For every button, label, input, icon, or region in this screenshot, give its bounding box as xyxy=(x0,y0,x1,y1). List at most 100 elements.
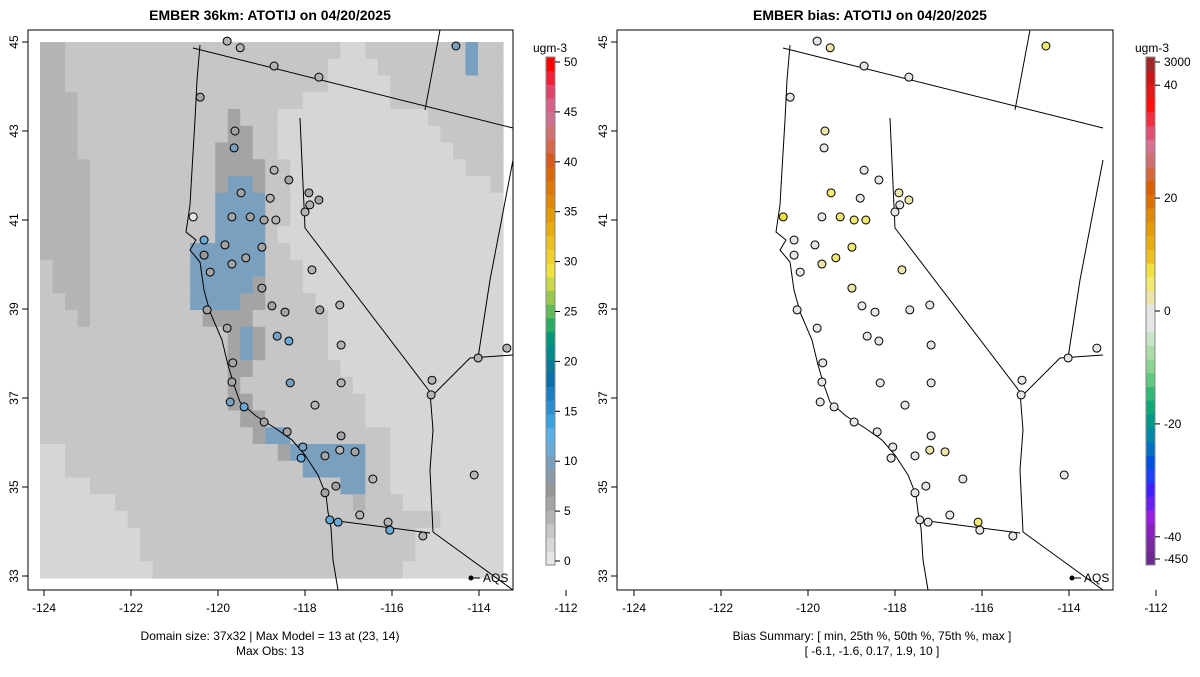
grid-cell xyxy=(152,159,166,177)
grid-cell xyxy=(477,259,492,278)
grid-cell xyxy=(227,176,241,194)
y-tick-label: 37 xyxy=(7,391,21,405)
colorbar-tick-label: 0 xyxy=(1164,304,1171,318)
grid-cell xyxy=(165,511,179,529)
grid-cell xyxy=(77,243,91,261)
grid-cell xyxy=(202,276,216,294)
grid-cell xyxy=(190,360,204,378)
grid-cell xyxy=(352,527,366,546)
grid-cell xyxy=(152,42,166,60)
grid-cell xyxy=(352,192,366,211)
grid-cell xyxy=(402,427,417,445)
grid-cell xyxy=(202,92,216,110)
grid-cell xyxy=(365,377,379,395)
grid-cell xyxy=(290,176,304,194)
x-tick-label: -120 xyxy=(796,601,820,615)
station-obs-point xyxy=(310,400,320,410)
station-bias-point xyxy=(875,378,885,388)
grid-cell xyxy=(327,427,341,445)
grid-cell xyxy=(265,142,279,160)
grid-cell xyxy=(327,544,341,562)
station-bias-point xyxy=(817,259,827,269)
grid-cell xyxy=(377,209,391,227)
colorbar-tick-label: 5 xyxy=(564,504,571,518)
bias-map-title: EMBER bias: ATOTIJ on 04/20/2025 xyxy=(753,7,987,23)
colorbar-swatch xyxy=(546,180,555,195)
station-obs-point xyxy=(350,447,360,457)
grid-cell xyxy=(440,259,454,278)
grid-cell xyxy=(352,427,366,445)
grid-cell xyxy=(40,561,54,579)
grid-cell xyxy=(252,511,266,529)
grid-cell xyxy=(140,494,154,512)
grid-cell xyxy=(102,125,116,144)
colorbar-swatch xyxy=(1146,57,1155,72)
grid-cell xyxy=(277,75,291,93)
grid-cell xyxy=(240,176,254,194)
grid-cell xyxy=(390,109,404,127)
grid-cell xyxy=(277,159,291,177)
grid-cell xyxy=(402,377,417,395)
grid-cell xyxy=(415,460,429,479)
grid-cell xyxy=(127,511,141,529)
grid-cell xyxy=(427,527,442,546)
grid-cell xyxy=(77,176,91,194)
grid-cell xyxy=(490,310,504,328)
grid-cell xyxy=(140,142,154,160)
grid-cell xyxy=(240,561,254,579)
grid-cell xyxy=(415,226,429,244)
grid-cell xyxy=(240,343,254,361)
grid-cell xyxy=(427,176,442,194)
grid-cell xyxy=(90,326,104,345)
grid-cell xyxy=(90,310,104,328)
grid-cell xyxy=(465,293,479,311)
grid-cell xyxy=(452,92,467,110)
grid-cell xyxy=(377,310,391,328)
station-bias-point xyxy=(789,235,799,245)
grid-cell xyxy=(152,544,166,562)
grid-cell xyxy=(65,444,79,462)
grid-cell xyxy=(302,310,316,328)
grid-cell xyxy=(190,427,204,445)
grid-cell xyxy=(265,243,279,261)
grid-cell xyxy=(427,226,442,244)
grid-cell xyxy=(90,561,104,579)
grid-cell xyxy=(277,125,291,144)
station-obs-point xyxy=(220,240,230,250)
grid-cell xyxy=(302,42,316,60)
grid-cell xyxy=(52,561,66,579)
grid-cell xyxy=(52,494,66,512)
station-obs-point xyxy=(418,531,428,541)
grid-cell xyxy=(115,444,129,462)
colorbar-swatch xyxy=(546,455,555,470)
grid-cell xyxy=(290,159,304,177)
grid-cell xyxy=(215,444,229,462)
grid-cell xyxy=(290,561,304,579)
grid-cell xyxy=(52,58,66,77)
grid-cell xyxy=(477,427,492,445)
grid-cell xyxy=(265,427,279,445)
grid-cell xyxy=(415,159,429,177)
grid-cell xyxy=(190,192,204,211)
grid-cell xyxy=(415,125,429,144)
colorbar-swatch xyxy=(546,427,555,442)
grid-cell xyxy=(327,243,341,261)
grid-cell xyxy=(265,226,279,244)
grid-cell xyxy=(240,259,254,278)
grid-cell xyxy=(490,444,504,462)
x-tick-label: -122 xyxy=(119,601,143,615)
grid-cell xyxy=(202,310,216,328)
station-bias-point xyxy=(897,265,907,275)
y-tick-label: 39 xyxy=(596,302,610,316)
grid-cell xyxy=(477,92,492,110)
grid-cell xyxy=(65,427,79,445)
grid-cell xyxy=(190,544,204,562)
grid-cell xyxy=(477,360,492,378)
grid-cell xyxy=(252,42,266,60)
grid-cell xyxy=(40,125,54,144)
grid-cell xyxy=(102,427,116,445)
grid-cell xyxy=(277,527,291,546)
grid-cell xyxy=(452,209,467,227)
grid-cell xyxy=(102,58,116,77)
grid-cell xyxy=(490,460,504,479)
